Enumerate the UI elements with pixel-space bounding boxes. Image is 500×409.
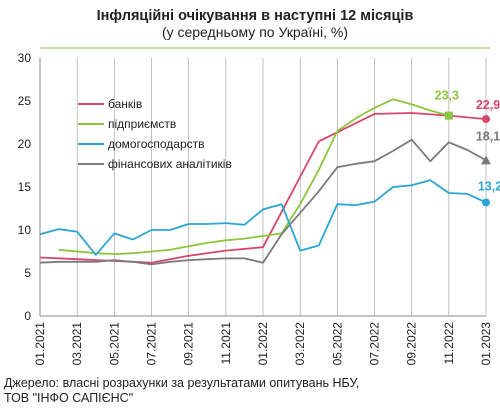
x-tick-label: 11.2021	[219, 322, 233, 365]
y-tick-label: 0	[24, 309, 31, 323]
end-value-label: 18,1	[476, 129, 500, 143]
x-tick-labels: 01.2021 03.2021 05.2021 07.2021 09.2021 11.20…	[33, 322, 493, 366]
x-tick-label: 11.2022	[442, 322, 456, 365]
end-value-labels: 22,9 23,3 13,2 18,1	[435, 89, 500, 194]
y-tick-label: 30	[18, 51, 32, 65]
legend-label: фінансових аналітиків	[108, 157, 232, 171]
end-marker	[444, 111, 453, 120]
x-tick-label: 09.2022	[405, 322, 419, 366]
series-lines	[39, 98, 487, 266]
vertical-gridlines	[39, 58, 487, 316]
end-marker	[481, 155, 491, 165]
x-tick-label: 09.2021	[182, 322, 196, 366]
end-markers	[444, 111, 491, 207]
series-line	[58, 98, 450, 255]
series-line	[39, 138, 487, 266]
chart-title: Інфляційні очікування в наступні 12 міся…	[97, 8, 414, 24]
end-marker	[482, 115, 490, 124]
chart-subtitle: (у середньому по Україні, %)	[162, 24, 348, 40]
end-marker	[482, 198, 490, 207]
y-tick-label: 25	[18, 94, 32, 108]
source-line-2: ТОВ "ІНФО САПІЄНС"	[4, 391, 133, 405]
y-tick-label: 15	[18, 180, 32, 194]
legend-label: домогосподарств	[108, 137, 205, 151]
end-value-label: 23,3	[435, 89, 459, 103]
x-tick-label: 01.2022	[256, 322, 270, 366]
x-tick-label: 07.2021	[145, 322, 159, 366]
y-tick-label: 20	[18, 137, 32, 151]
legend: банків підприємств домогосподарств фінансов…	[78, 97, 232, 171]
x-tick-label: 03.2022	[293, 322, 307, 366]
end-value-label: 22,9	[476, 98, 500, 112]
source-line-1: Джерело: власні розрахунки за результата…	[4, 376, 359, 390]
y-tick-label: 5	[24, 266, 31, 280]
series-line	[39, 179, 487, 256]
x-tick-label: 01.2023	[479, 322, 493, 366]
y-tick-labels: 0 5 10 15 20 25 30	[18, 51, 32, 323]
x-tick-label: 05.2022	[330, 322, 344, 366]
y-tick-label: 10	[18, 223, 32, 237]
x-tick-label: 01.2021	[33, 322, 47, 366]
x-tick-label: 03.2021	[70, 322, 84, 366]
x-tick-label: 05.2021	[107, 322, 121, 366]
end-value-label: 13,2	[478, 179, 500, 193]
legend-label: підприємств	[108, 117, 176, 131]
legend-label: банків	[108, 97, 142, 111]
x-tick-label: 07.2022	[368, 322, 382, 366]
